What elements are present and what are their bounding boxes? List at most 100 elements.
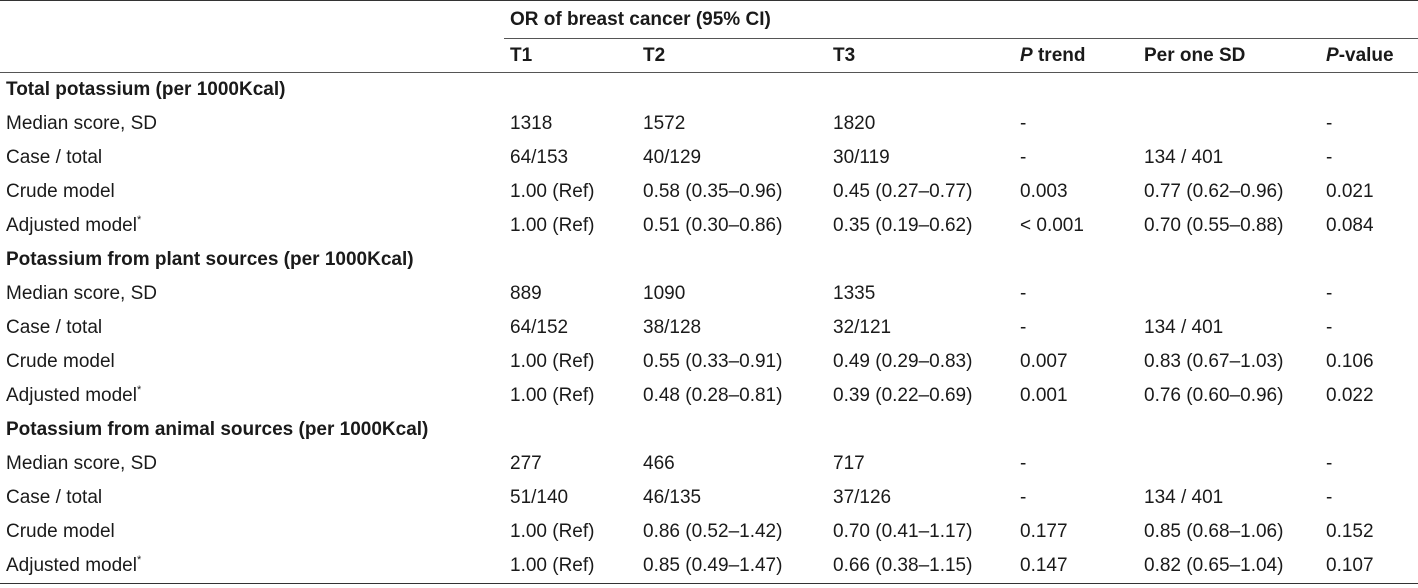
cell-t1: 1.00 (Ref): [510, 351, 595, 372]
section-header-row: Potassium from plant sources (per 1000Kc…: [0, 243, 1418, 277]
table-row: Median score, SD 1318 1572 1820 - -: [0, 107, 1418, 141]
cell-p-value: 0.107: [1320, 549, 1418, 584]
cell-p-trend: -: [1020, 147, 1027, 168]
table-row: Median score, SD 277 466 717 - -: [0, 447, 1418, 481]
cell-p-trend: 0.007: [1020, 351, 1068, 372]
cell-t1: 64/153: [510, 147, 569, 168]
row-label-text: Adjusted model: [6, 215, 137, 236]
cell-per-one-sd: [1138, 277, 1320, 311]
cell-p-trend: 0.177: [1020, 521, 1068, 542]
table-row: Adjusted model* 1.00 (Ref) 0.51 (0.30–0.86…: [0, 209, 1418, 243]
section-header-row: Potassium from animal sources (per 1000K…: [0, 413, 1418, 447]
column-header-t2: T2: [637, 38, 827, 73]
cell-t2: 0.51 (0.30–0.86): [643, 215, 783, 236]
cell-t3: 32/121: [833, 317, 892, 338]
cell-p-value: 0.084: [1326, 215, 1374, 236]
cell-p-value: 0.106: [1326, 351, 1374, 372]
cell-t3: 0.35 (0.19–0.62): [833, 215, 973, 236]
row-label-text: Crude model: [6, 181, 115, 202]
cell-t1: 1.00 (Ref): [510, 521, 595, 542]
cell-p-value: -: [1326, 113, 1333, 134]
cell-per-one-sd: 0.70 (0.55–0.88): [1144, 215, 1284, 236]
cell-t1: 51/140: [510, 487, 569, 508]
cell-per-one-sd: 0.83 (0.67–1.03): [1144, 351, 1284, 372]
row-label: Case / total: [0, 141, 504, 175]
row-label: Crude model: [0, 175, 504, 209]
cell-p-value: -: [1326, 487, 1333, 508]
table-row: Median score, SD 889 1090 1335 - -: [0, 277, 1418, 311]
cell-t1: 1318: [510, 113, 553, 134]
cell-p-trend: -: [1020, 317, 1027, 338]
cell-p-value: 0.152: [1326, 521, 1374, 542]
table-row: Adjusted model* 1.00 (Ref) 0.85 (0.49–1.47…: [0, 549, 1418, 584]
row-label: Case / total: [0, 311, 504, 345]
cell-p-value: -: [1326, 283, 1333, 304]
cell-p-trend: 0.147: [1014, 549, 1138, 584]
cell-t3: 0.39 (0.22–0.69): [833, 385, 973, 406]
row-label-text: Adjusted model: [6, 385, 137, 406]
cell-t3: 0.66 (0.38–1.15): [827, 549, 1014, 584]
row-label-text: Adjusted model: [6, 555, 137, 576]
cell-t2: 1090: [643, 283, 686, 304]
cell-t2: 38/128: [643, 317, 702, 338]
cell-p-trend: -: [1020, 453, 1027, 474]
table-row: Case / total 64/152 38/128 32/121 - 134 / 401…: [0, 311, 1418, 345]
cell-t2: 46/135: [643, 487, 702, 508]
cell-per-one-sd: 134 / 401: [1144, 317, 1224, 338]
section-header-row: Total potassium (per 1000Kcal): [0, 73, 1418, 108]
cell-t3: 0.70 (0.41–1.17): [833, 521, 973, 542]
cell-per-one-sd: 0.82 (0.65–1.04): [1138, 549, 1320, 584]
p-trend-label-rest: trend: [1032, 45, 1086, 66]
table-row: Crude model 1.00 (Ref) 0.86 (0.52–1.42) 0.7…: [0, 515, 1418, 549]
header-empty-cell: [0, 0, 504, 39]
row-label-text: Case / total: [6, 487, 103, 508]
table-row: Adjusted model* 1.00 (Ref) 0.48 (0.28–0.81…: [0, 379, 1418, 413]
row-label: Median score, SD: [0, 447, 504, 481]
header-row-group: OR of breast cancer (95% CI): [0, 0, 1418, 39]
cell-p-trend: -: [1020, 283, 1027, 304]
cell-per-one-sd: 134 / 401: [1144, 147, 1224, 168]
cell-p-trend: -: [1020, 487, 1027, 508]
row-label: Crude model: [0, 515, 504, 549]
cell-t1: 277: [510, 453, 542, 474]
cell-t3: 37/126: [833, 487, 892, 508]
cell-p-value: 0.022: [1326, 385, 1374, 406]
cell-t2: 0.58 (0.35–0.96): [643, 181, 783, 202]
header-label-cell: [0, 38, 504, 73]
cell-t3: 717: [833, 453, 865, 474]
cell-t2: 1572: [643, 113, 686, 134]
cell-per-one-sd: 0.76 (0.60–0.96): [1144, 385, 1284, 406]
column-header-p-value: P-value: [1320, 38, 1418, 73]
cell-per-one-sd: 134 / 401: [1144, 487, 1224, 508]
cell-t2: 0.86 (0.52–1.42): [643, 521, 783, 542]
cell-t3: 0.45 (0.27–0.77): [833, 181, 973, 202]
column-header-t1: T1: [504, 38, 637, 73]
table-row: Case / total 64/153 40/129 30/119 - 134 / 401…: [0, 141, 1418, 175]
cell-t2: 0.85 (0.49–1.47): [637, 549, 827, 584]
p-trend-italic-p: P: [1020, 45, 1033, 66]
p-value-label-rest: -value: [1338, 45, 1394, 66]
cell-t1: 1.00 (Ref): [504, 549, 637, 584]
cell-t2: 0.55 (0.33–0.91): [643, 351, 783, 372]
cell-p-trend: 0.003: [1020, 181, 1068, 202]
column-header-per-one-sd: Per one SD: [1138, 38, 1320, 73]
header-row-columns: T1 T2 T3 P trend Per one SD P-value: [0, 38, 1418, 73]
row-label-text: Crude model: [6, 351, 115, 372]
cell-per-one-sd: [1138, 447, 1320, 481]
cell-t2: 0.48 (0.28–0.81): [643, 385, 783, 406]
row-label: Median score, SD: [0, 277, 504, 311]
table-row: Case / total 51/140 46/135 37/126 - 134 / 401…: [0, 481, 1418, 515]
column-header-t3: T3: [827, 38, 1014, 73]
cell-t2: 40/129: [643, 147, 702, 168]
cell-t1: 1.00 (Ref): [510, 181, 595, 202]
cell-t1: 889: [510, 283, 542, 304]
row-label-text: Median score, SD: [6, 283, 158, 304]
table-body: Total potassium (per 1000Kcal) Median sco…: [0, 73, 1418, 584]
cell-t1: 64/152: [510, 317, 569, 338]
cell-p-trend: < 0.001: [1020, 215, 1084, 236]
cell-t1: 1.00 (Ref): [510, 385, 595, 406]
row-label-text: Case / total: [6, 147, 103, 168]
row-label-text: Median score, SD: [6, 113, 158, 134]
